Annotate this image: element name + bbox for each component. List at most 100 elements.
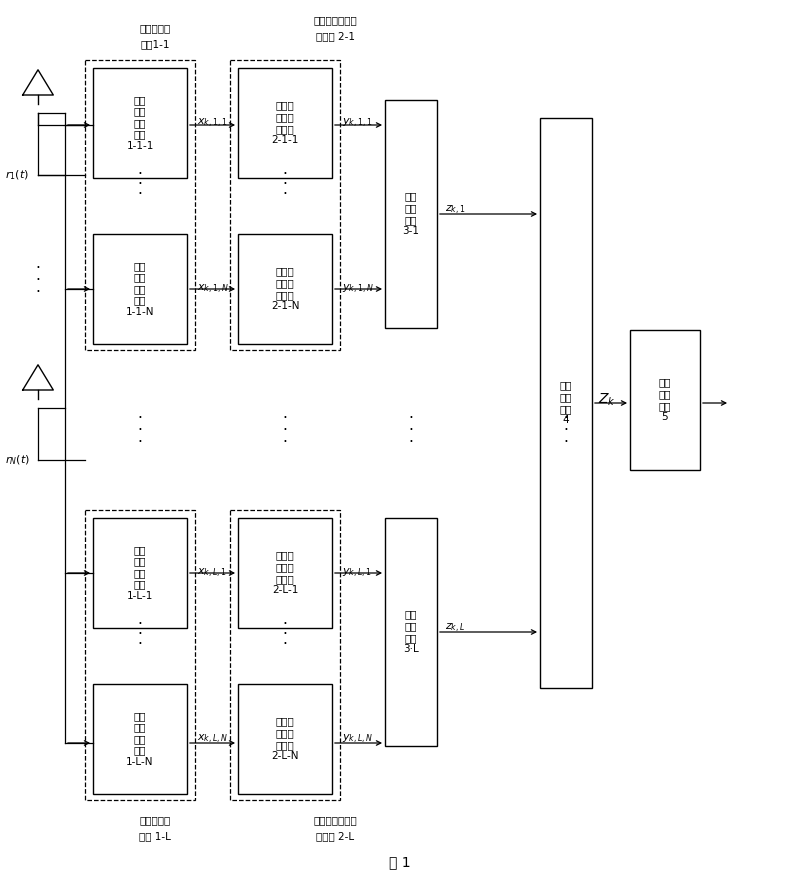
Text: ·: · [409, 411, 414, 426]
Text: ·: · [282, 187, 287, 202]
Text: 波模块: 波模块 [276, 574, 294, 584]
Bar [238, 518, 332, 628]
Text: $x_{k,1,N}$: $x_{k,1,N}$ [197, 283, 229, 296]
Text: ·: · [282, 638, 287, 653]
Text: 解扩和匹配滤波: 解扩和匹配滤波 [313, 815, 357, 825]
Bar [238, 234, 332, 344]
Bar [85, 510, 195, 800]
Text: 模块组 2-L: 模块组 2-L [316, 831, 354, 841]
Text: 块组1-1: 块组1-1 [140, 39, 170, 49]
Text: 2-L-N: 2-L-N [271, 751, 298, 761]
Text: 模块: 模块 [134, 130, 146, 140]
Text: $y_{k,L,N}$: $y_{k,L,N}$ [342, 733, 374, 745]
Text: 载波: 载波 [134, 545, 146, 555]
Text: ·: · [563, 411, 569, 426]
Text: 模块: 模块 [560, 404, 572, 414]
Text: ·: · [282, 168, 287, 183]
Text: 模块: 模块 [134, 579, 146, 590]
Text: 3·L: 3·L [403, 645, 419, 654]
Text: 1-1-1: 1-1-1 [126, 141, 154, 151]
Text: $x_{k,1,1}$: $x_{k,1,1}$ [197, 117, 227, 130]
Text: $z_{k,L}$: $z_{k,L}$ [445, 622, 466, 635]
Text: 匹配滤: 匹配滤 [276, 278, 294, 288]
Text: 载波分离模: 载波分离模 [139, 23, 170, 33]
Bar [238, 684, 332, 794]
Text: 分离: 分离 [134, 734, 146, 744]
Bar [230, 60, 340, 350]
Bar [238, 68, 332, 178]
Text: ·: · [282, 434, 287, 449]
Text: 匹配滤: 匹配滤 [276, 562, 294, 572]
Text: 信号: 信号 [134, 556, 146, 566]
Text: 模块: 模块 [134, 745, 146, 756]
Bar [385, 100, 437, 328]
Text: 波模块: 波模块 [276, 740, 294, 750]
Text: ·: · [138, 638, 142, 653]
Text: $r_N(t)$: $r_N(t)$ [5, 453, 30, 467]
Text: 合并: 合并 [405, 203, 418, 213]
Text: 分离: 分离 [134, 118, 146, 128]
Text: ·: · [282, 411, 287, 426]
Text: ·: · [138, 168, 142, 183]
Text: ·: · [138, 628, 142, 643]
Text: 2-1-1: 2-1-1 [271, 135, 298, 146]
Text: $Z_k$: $Z_k$ [598, 392, 616, 408]
Text: $y_{k,1,N}$: $y_{k,1,N}$ [342, 283, 374, 296]
Text: $y_{k,1,1}$: $y_{k,1,1}$ [342, 117, 373, 130]
Text: 1-1-N: 1-1-N [126, 307, 154, 317]
Bar [93, 684, 187, 794]
Text: $z_{k,1}$: $z_{k,1}$ [445, 203, 466, 216]
Text: 空域: 空域 [405, 609, 418, 620]
Text: ·: · [138, 434, 142, 449]
Text: 载波: 载波 [560, 381, 572, 390]
Text: 解扩和: 解扩和 [276, 267, 294, 276]
Text: ·: · [35, 284, 41, 299]
Text: ·: · [138, 617, 142, 632]
Bar [93, 518, 187, 628]
Text: 判决: 判决 [658, 389, 671, 399]
Bar [93, 68, 187, 178]
Bar [85, 60, 195, 350]
Text: ·: · [282, 617, 287, 632]
Text: 解扩和: 解扩和 [276, 101, 294, 110]
Text: 载波: 载波 [134, 260, 146, 271]
Text: 波模块: 波模块 [276, 290, 294, 300]
Text: 块组 1-L: 块组 1-L [139, 831, 171, 841]
Text: ·: · [35, 260, 41, 275]
Text: 载波: 载波 [134, 94, 146, 105]
Bar [230, 510, 340, 800]
Text: 分离: 分离 [134, 284, 146, 294]
Bar [385, 518, 437, 746]
Text: $x_{k,L,N}$: $x_{k,L,N}$ [197, 733, 228, 745]
Text: 1-L-N: 1-L-N [126, 758, 154, 767]
Text: 2-1-N: 2-1-N [270, 301, 299, 312]
Text: ·: · [35, 273, 41, 288]
Text: ·: · [138, 422, 142, 437]
Text: 载波分离模: 载波分离模 [139, 815, 170, 825]
Text: 信号: 信号 [658, 378, 671, 388]
Text: 5: 5 [662, 412, 668, 422]
Text: 波模块: 波模块 [276, 124, 294, 134]
Text: ·: · [282, 177, 287, 192]
Text: ·: · [138, 411, 142, 426]
Text: ·: · [409, 434, 414, 449]
Text: ·: · [409, 422, 414, 437]
Text: 匹配滤: 匹配滤 [276, 728, 294, 738]
Text: 3-1: 3-1 [402, 226, 419, 237]
Text: 图 1: 图 1 [389, 855, 411, 869]
Text: 模块: 模块 [658, 401, 671, 411]
Text: $x_{k,L,1}$: $x_{k,L,1}$ [197, 567, 227, 579]
Text: $y_{k,L,1}$: $y_{k,L,1}$ [342, 567, 372, 579]
Text: 解扩和: 解扩和 [276, 717, 294, 727]
Text: ·: · [138, 177, 142, 192]
Text: ·: · [138, 187, 142, 202]
Text: $r_1(t)$: $r_1(t)$ [5, 168, 29, 182]
Text: ·: · [282, 422, 287, 437]
Text: ·: · [563, 434, 569, 449]
Text: 合并: 合并 [405, 621, 418, 631]
Text: 分离: 分离 [134, 568, 146, 578]
Text: ·: · [282, 628, 287, 643]
Text: 模块: 模块 [134, 296, 146, 306]
Text: ·: · [563, 422, 569, 437]
Text: 模块: 模块 [405, 633, 418, 643]
